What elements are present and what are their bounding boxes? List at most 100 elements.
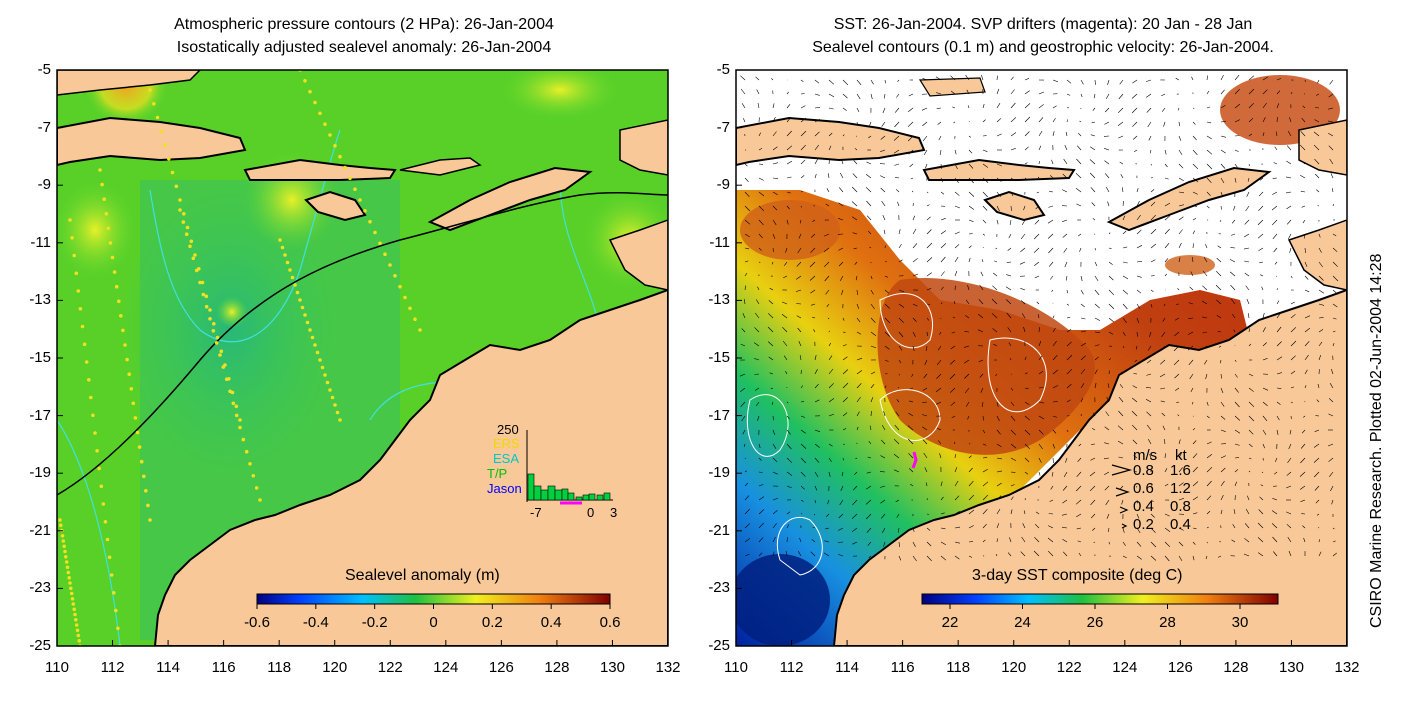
left-ytick-label: -13	[29, 291, 51, 309]
velocity-arrow	[1052, 415, 1058, 418]
velocity-arrow	[1178, 191, 1185, 194]
velocity-arrow	[1107, 201, 1110, 207]
velocity-arrow	[1191, 76, 1194, 81]
velocity-arrow	[1188, 359, 1194, 366]
velocity-arrow	[884, 373, 888, 375]
velocity-arrow	[1066, 354, 1073, 361]
velocity-arrow	[1118, 397, 1124, 403]
velocity-arrow	[1178, 482, 1184, 487]
velocity-arrow	[1164, 527, 1171, 533]
track-dot	[116, 626, 120, 631]
velocity-arrow	[996, 75, 998, 81]
velocity-arrow	[1220, 415, 1226, 420]
velocity-arrow	[1090, 457, 1096, 461]
velocity-arrow	[980, 271, 984, 277]
velocity-arrow	[1290, 386, 1295, 389]
track-dot	[182, 212, 186, 216]
right-ytick-label: -17	[708, 406, 730, 424]
velocity-arrow	[1258, 191, 1264, 197]
velocity-arrow	[894, 469, 900, 473]
velocity-arrow	[981, 75, 984, 81]
velocity-arrow	[1248, 415, 1255, 422]
velocity-arrow	[1220, 401, 1225, 407]
track-dot	[208, 308, 212, 312]
track-dot	[383, 252, 387, 256]
velocity-arrow	[1024, 116, 1031, 123]
velocity-arrow	[1248, 75, 1255, 81]
velocity-arrow	[785, 551, 788, 557]
velocity-arrow	[1062, 219, 1068, 222]
velocity-arrow	[881, 424, 886, 431]
velocity-arrow	[924, 467, 928, 473]
velocity-arrow	[1094, 303, 1100, 309]
velocity-arrow	[1024, 356, 1027, 361]
velocity-arrow	[870, 289, 874, 295]
velocity-arrow	[1038, 443, 1043, 450]
velocity-arrow	[1164, 177, 1169, 180]
velocity-arrow	[1080, 79, 1084, 85]
velocity-arrow	[1314, 485, 1320, 491]
left-title-line1: Atmospheric pressure contours (2 HPa): 2…	[174, 16, 554, 33]
velocity-arrow	[1220, 455, 1227, 459]
track-dot	[254, 486, 259, 490]
velocity-arrow	[996, 457, 1002, 460]
track-dot	[201, 292, 206, 297]
velocity-arrow	[856, 93, 861, 100]
velocity-arrow	[1234, 373, 1238, 378]
track-dot	[91, 413, 95, 418]
left-xtick-label: 120	[322, 659, 348, 676]
velocity-arrow	[771, 401, 774, 405]
velocity-arrow	[1092, 107, 1096, 111]
velocity-arrow	[884, 289, 890, 294]
velocity-arrow	[1052, 131, 1055, 137]
track-dot	[320, 365, 325, 370]
velocity-arrow	[865, 499, 872, 505]
velocity-arrow	[744, 508, 750, 515]
velocity-arrow	[1234, 457, 1240, 459]
velocity-arrow	[814, 355, 817, 361]
velocity-arrow	[772, 471, 778, 475]
velocity-arrow	[907, 135, 914, 142]
velocity-arrow	[1301, 205, 1306, 208]
velocity-arrow	[1134, 149, 1138, 153]
velocity-arrow	[1122, 555, 1127, 559]
velocity-arrow	[1009, 358, 1012, 361]
velocity-arrow	[1276, 415, 1280, 421]
velocity-arrow	[772, 443, 777, 449]
velocity-arrow	[828, 383, 834, 389]
velocity-arrow	[1231, 219, 1236, 224]
velocity-arrow	[1318, 551, 1322, 557]
velocity-arrow	[786, 471, 793, 476]
velocity-arrow	[996, 191, 1001, 197]
velocity-arrow	[1010, 387, 1014, 391]
velocity-arrow	[1094, 275, 1099, 282]
velocity-arrow	[894, 424, 900, 431]
velocity-arrow	[1248, 457, 1252, 460]
velocity-arrow	[1262, 358, 1268, 361]
velocity-arrow	[1038, 401, 1045, 404]
velocity-arrow	[882, 107, 886, 114]
velocity-arrow	[1303, 537, 1306, 543]
track-dot	[78, 307, 83, 311]
track-dot	[148, 88, 152, 92]
inset-ymax-label: 250	[497, 422, 519, 437]
velocity-arrow	[1104, 107, 1110, 113]
velocity-arrow	[866, 215, 872, 221]
velocity-arrow	[1276, 288, 1278, 291]
track-dot	[219, 349, 224, 354]
velocity-arrow	[1190, 271, 1194, 277]
velocity-arrow	[1300, 175, 1306, 179]
velocity-legend-ms: 0.2	[1133, 516, 1154, 533]
velocity-arrow	[926, 204, 930, 207]
velocity-arrow	[1136, 541, 1142, 547]
velocity-arrow	[1315, 93, 1320, 96]
velocity-arrow	[1051, 289, 1054, 292]
velocity-arrow	[907, 425, 914, 431]
velocity-arrow	[898, 345, 903, 351]
velocity-arrow	[1220, 480, 1225, 487]
velocity-arrow	[1038, 130, 1043, 137]
velocity-arrow	[991, 298, 998, 305]
velocity-arrow	[1215, 284, 1222, 291]
track-dot	[278, 238, 282, 242]
velocity-arrow	[772, 523, 777, 529]
